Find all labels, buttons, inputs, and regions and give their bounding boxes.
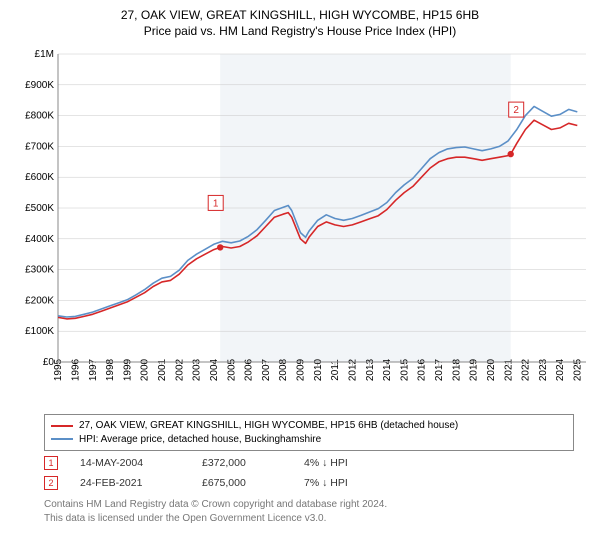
svg-text:£800K: £800K xyxy=(25,111,54,122)
svg-text:£200K: £200K xyxy=(25,295,54,306)
svg-text:2: 2 xyxy=(513,105,519,116)
svg-text:£900K: £900K xyxy=(25,80,54,91)
sale-badge: 1 xyxy=(44,456,58,470)
footnote: Contains HM Land Registry data © Crown c… xyxy=(44,498,387,525)
sale-price: £675,000 xyxy=(202,477,282,489)
legend-item-hpi: HPI: Average price, detached house, Buck… xyxy=(51,433,567,447)
svg-text:£700K: £700K xyxy=(25,141,54,152)
footnote-line: Contains HM Land Registry data © Crown c… xyxy=(44,498,387,512)
sale-row: 1 14-MAY-2004 £372,000 4% ↓ HPI xyxy=(44,456,384,470)
legend-label: 27, OAK VIEW, GREAT KINGSHILL, HIGH WYCO… xyxy=(79,419,458,433)
sale-date: 14-MAY-2004 xyxy=(80,457,180,469)
title-address: 27, OAK VIEW, GREAT KINGSHILL, HIGH WYCO… xyxy=(0,8,600,22)
sale-price: £372,000 xyxy=(202,457,282,469)
svg-text:£100K: £100K xyxy=(25,326,54,337)
sale-badge: 2 xyxy=(44,476,58,490)
svg-text:£600K: £600K xyxy=(25,172,54,183)
sale-delta: 7% ↓ HPI xyxy=(304,477,384,489)
footnote-line: This data is licensed under the Open Gov… xyxy=(44,512,387,526)
sales-table: 1 14-MAY-2004 £372,000 4% ↓ HPI 2 24-FEB… xyxy=(44,456,384,496)
title-subtitle: Price paid vs. HM Land Registry's House … xyxy=(0,24,600,38)
svg-text:£1M: £1M xyxy=(35,49,54,60)
chart-legend: 27, OAK VIEW, GREAT KINGSHILL, HIGH WYCO… xyxy=(44,414,574,451)
price-chart: £0£100K£200K£300K£400K£500K£600K£700K£80… xyxy=(10,44,590,404)
legend-swatch xyxy=(51,425,73,427)
legend-swatch xyxy=(51,438,73,440)
legend-item-property: 27, OAK VIEW, GREAT KINGSHILL, HIGH WYCO… xyxy=(51,419,567,433)
sale-date: 24-FEB-2021 xyxy=(80,477,180,489)
legend-label: HPI: Average price, detached house, Buck… xyxy=(79,433,321,447)
sale-delta: 4% ↓ HPI xyxy=(304,457,384,469)
sale-row: 2 24-FEB-2021 £675,000 7% ↓ HPI xyxy=(44,476,384,490)
svg-text:1: 1 xyxy=(213,198,219,209)
svg-text:£500K: £500K xyxy=(25,203,54,214)
svg-text:£400K: £400K xyxy=(25,234,54,245)
svg-text:£300K: £300K xyxy=(25,265,54,276)
chart-title: 27, OAK VIEW, GREAT KINGSHILL, HIGH WYCO… xyxy=(0,0,600,40)
